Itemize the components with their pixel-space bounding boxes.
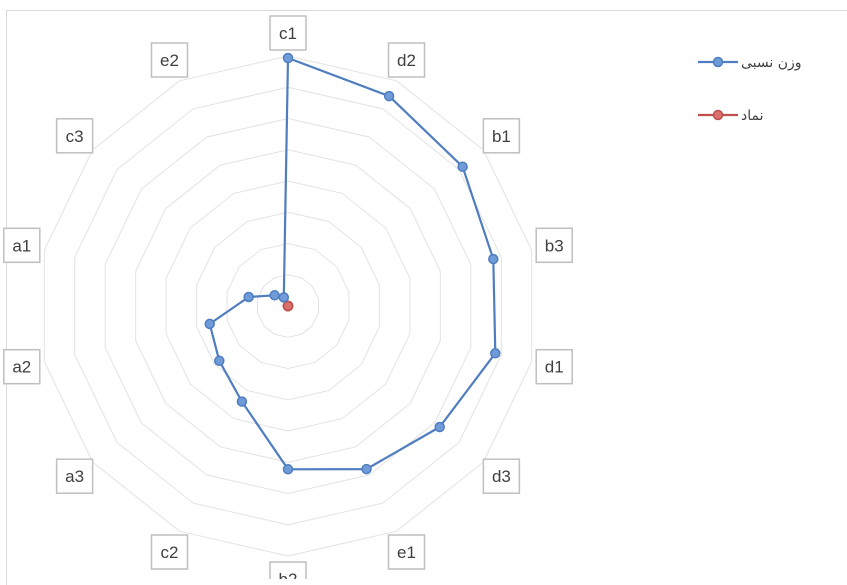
category-label-box	[55, 458, 94, 494]
category-label-c1: c1	[269, 15, 307, 51]
data-point-a2	[204, 318, 215, 330]
data-point-a1	[243, 291, 254, 303]
data-point-b3	[488, 253, 499, 265]
legend-swatch-marker	[712, 109, 724, 121]
category-label-text: c1	[279, 24, 297, 43]
data-point-e1	[361, 463, 372, 475]
category-label-box	[535, 348, 573, 385]
category-label-a3: a3	[55, 458, 94, 494]
category-label-b1: b1	[482, 118, 521, 154]
category-label-text: c2	[161, 543, 179, 562]
category-label-box	[387, 42, 426, 78]
data-point-c1	[282, 52, 294, 64]
grid-ring	[257, 274, 319, 338]
category-label-text: d3	[492, 467, 511, 486]
category-label-e2: e2	[150, 42, 189, 78]
data-point-c2	[236, 396, 248, 407]
legend-item-series-2[interactable]: نماد	[698, 108, 764, 124]
grid-ring	[43, 55, 533, 557]
category-label-e1: e1	[387, 534, 426, 570]
category-label-text: a2	[12, 358, 31, 377]
category-label-text: e1	[397, 543, 416, 562]
category-label-box	[535, 227, 573, 264]
data-point-c3	[269, 290, 280, 301]
grid-ring	[196, 211, 380, 401]
series-layer	[204, 52, 501, 475]
chart-frame	[6, 10, 847, 585]
data-point-b1	[457, 161, 468, 172]
category-label-text: d2	[397, 51, 416, 70]
category-label-box	[150, 534, 189, 570]
category-label-box	[482, 118, 521, 154]
grid-ring	[226, 242, 350, 370]
legend-item-series-1[interactable]: وزن نسبی	[698, 55, 802, 71]
legend: وزن نسبی نماد	[698, 55, 802, 124]
data-point-e2	[278, 292, 290, 303]
radar-grid	[43, 55, 533, 557]
data-point-e2	[282, 300, 294, 312]
category-labels: c1 d2 b1 b3 d1 d3 e1 b2 c2 a3 a2 a1 c3 e2	[3, 15, 573, 579]
data-point-d1	[490, 348, 501, 359]
category-label-b3: b3	[535, 227, 573, 264]
category-label-text: c3	[66, 127, 84, 146]
category-label-a2: a2	[3, 348, 41, 385]
legend-label: نماد	[741, 108, 764, 124]
category-label-c3: c3	[55, 118, 94, 154]
category-label-text: d1	[545, 358, 564, 377]
data-point-a3	[214, 355, 225, 367]
data-point-b2	[282, 464, 294, 475]
legend-swatch-marker	[712, 56, 724, 68]
series-line-1	[208, 56, 497, 471]
category-label-box	[269, 15, 307, 51]
category-label-box	[150, 42, 189, 78]
grid-ring	[104, 117, 472, 495]
category-label-a1: a1	[3, 227, 41, 264]
category-label-d2: d2	[387, 42, 426, 78]
grid-ring	[135, 149, 441, 463]
category-label-d3: d3	[482, 458, 521, 494]
data-point-d3	[434, 421, 445, 433]
category-label-box	[55, 118, 94, 154]
legend-label: وزن نسبی	[741, 55, 802, 71]
data-point-d2	[383, 90, 395, 102]
category-label-b2: b2	[269, 561, 307, 579]
category-label-text: b2	[279, 570, 298, 579]
category-label-d1: d1	[535, 348, 573, 385]
category-label-text: a3	[65, 467, 84, 486]
category-label-box	[3, 227, 41, 264]
category-label-c2: c2	[150, 534, 189, 570]
category-label-box	[269, 561, 307, 579]
category-label-box	[482, 458, 521, 494]
category-label-box	[3, 348, 41, 385]
category-label-text: a1	[12, 236, 31, 255]
category-label-text: e2	[160, 51, 179, 70]
category-label-text: b3	[545, 236, 564, 255]
grid-ring	[165, 180, 411, 432]
category-label-box	[387, 534, 426, 570]
category-label-text: b1	[492, 127, 511, 146]
